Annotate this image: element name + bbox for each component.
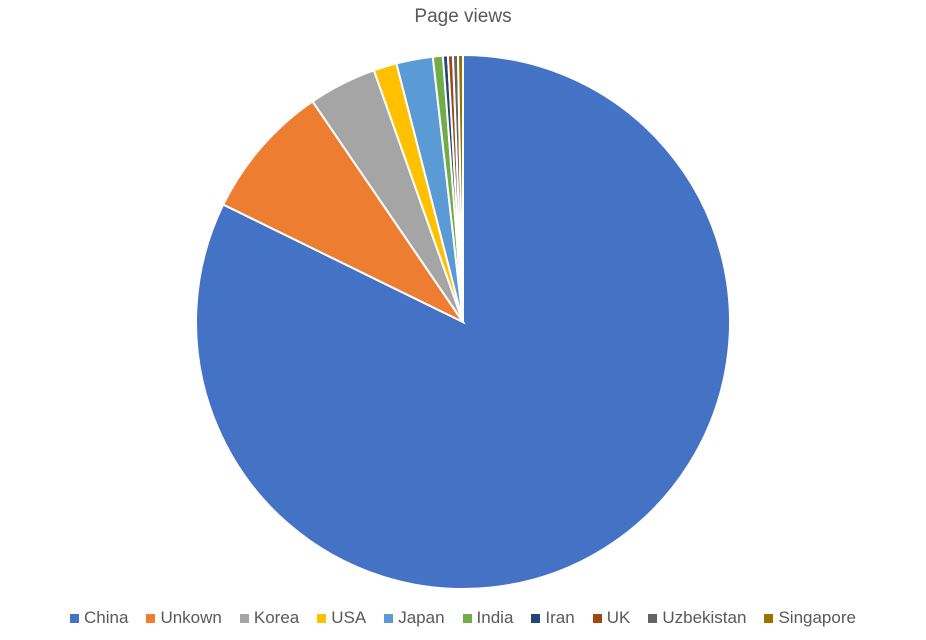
pie-slices [195, 53, 731, 590]
legend-swatch [592, 613, 602, 623]
legend-label: Uzbekistan [662, 608, 747, 627]
legend-label: UK [606, 608, 631, 627]
legend-label: Singapore [778, 608, 856, 627]
legend-item-china: China [70, 608, 128, 628]
pie-chart [195, 53, 731, 590]
legend-item-uk: UK [592, 608, 631, 628]
legend-item-iran: Iran [531, 608, 575, 628]
legend-swatch [70, 613, 80, 623]
legend-swatch [462, 613, 472, 623]
pie-slice-unkown [221, 100, 466, 325]
legend-item-japan: Japan [384, 608, 445, 628]
legend-label: Unkown [160, 608, 222, 627]
legend-item-india: India [462, 608, 514, 628]
legend-item-korea: Korea [239, 608, 300, 628]
legend-label: Japan [398, 608, 445, 627]
legend-swatch [764, 613, 774, 623]
pie-slice-singapore [456, 53, 464, 323]
legend-swatch [317, 613, 327, 623]
legend-label: China [84, 608, 129, 627]
legend-swatch [239, 613, 249, 623]
legend: China Unkown Korea USA Japan India Iran UK Uzbek… [0, 608, 926, 628]
legend-label: Iran [545, 608, 575, 627]
legend-item-uzbekistan: Uzbekistan [648, 608, 746, 628]
legend-label: India [476, 608, 514, 627]
legend-item-unkown: Unkown [146, 608, 222, 628]
legend-item-usa: USA [317, 608, 366, 628]
chart-title: Page views [414, 6, 512, 27]
legend-label: USA [331, 608, 367, 627]
legend-swatch [146, 613, 156, 623]
legend-swatch [531, 613, 541, 623]
legend-swatch [648, 613, 658, 623]
legend-item-singapore: Singapore [764, 608, 856, 628]
legend-swatch [384, 613, 394, 623]
legend-label: Korea [253, 608, 300, 627]
